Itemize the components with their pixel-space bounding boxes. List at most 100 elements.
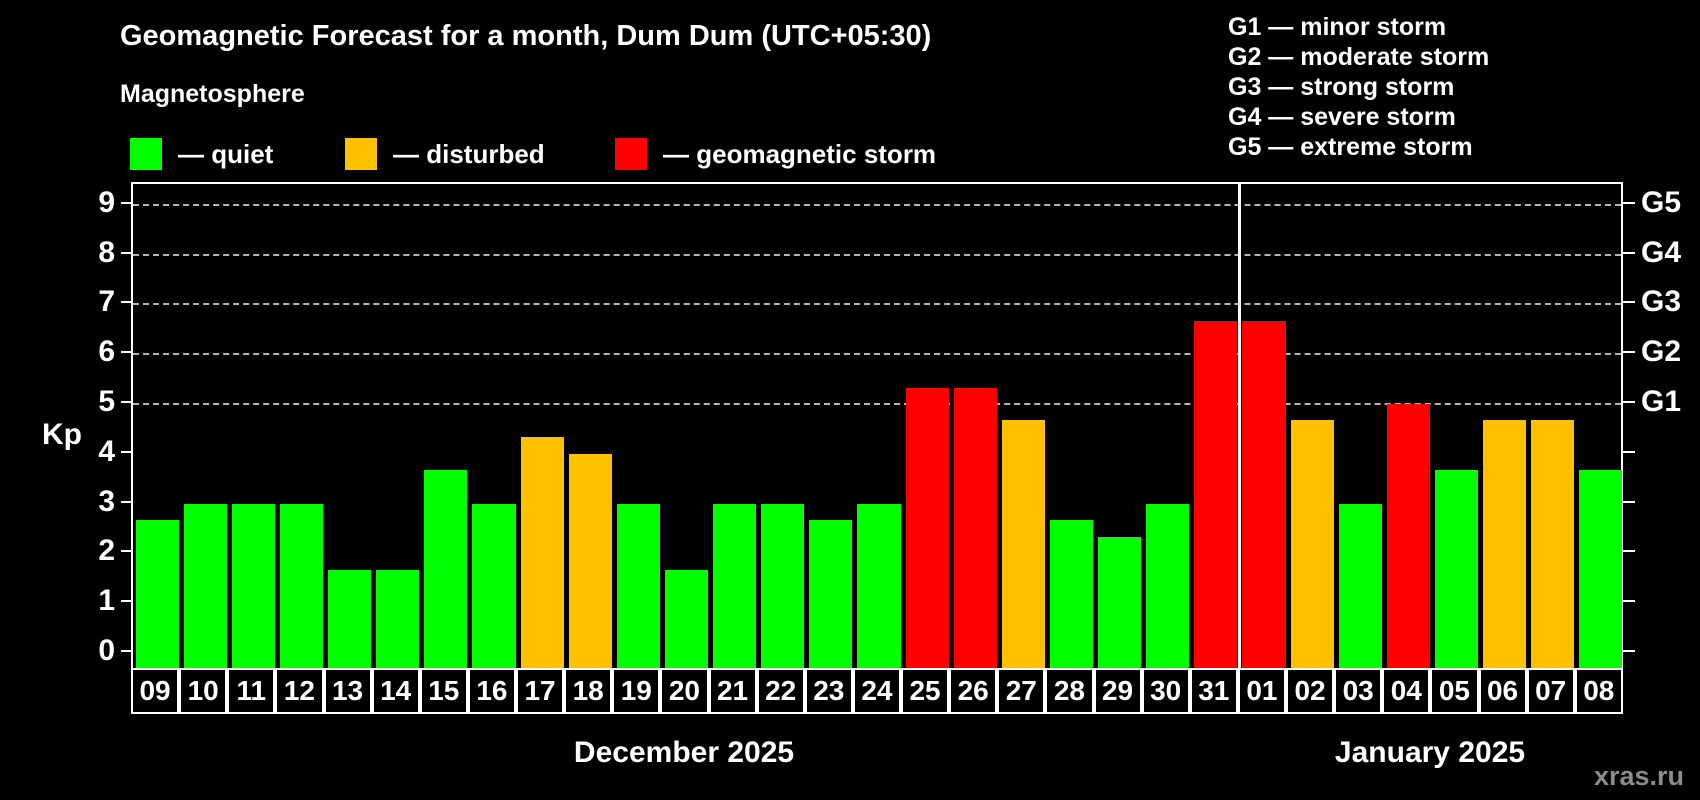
kp-bar-day-18 [568,453,612,670]
legend-item-storm: — geomagnetic storm [615,138,936,170]
kp-bar-day-05 [1434,470,1479,670]
day-label-19: 19 [612,668,661,714]
kp-bar-day-15 [424,470,468,670]
day-label-21: 21 [708,668,757,714]
day-label-24: 24 [852,668,901,714]
left-axis-tick [121,251,131,254]
kp-bar-day-20 [664,569,709,670]
g4-legend-line: G4 — severe storm [1228,103,1456,131]
kp-bar-day-26 [953,387,997,670]
kp-bar-day-09 [135,520,179,670]
day-label-30: 30 [1141,668,1190,714]
g1-legend-line: G1 — minor storm [1228,13,1447,41]
g-scale-legend: G1 — minor storm G2 — moderate storm G3 … [1228,12,1489,162]
g-scale-label-g3: G3 [1641,285,1682,319]
month-divider-line [1238,184,1242,670]
day-label-05: 05 [1430,668,1479,714]
day-label-27: 27 [997,668,1046,714]
page-title: Geomagnetic Forecast for a month, Dum Du… [120,20,932,52]
day-label-04: 04 [1382,668,1431,714]
g-scale-label-g4: G4 [1641,235,1682,269]
left-axis-tick [121,600,131,603]
month-label-january: January 2025 [1334,736,1526,769]
legend-disturbed-label: — disturbed [393,138,545,169]
day-label-07: 07 [1526,668,1575,714]
left-axis-tick [121,550,131,553]
kp-bar-day-19 [616,503,660,670]
kp-bar-day-13 [328,569,372,670]
day-label-14: 14 [371,668,420,714]
quiet-color-swatch [130,138,162,170]
day-label-12: 12 [275,668,324,714]
disturbed-color-swatch [345,138,377,170]
kp-tick-label-9: 9 [98,185,115,219]
g2-legend-line: G2 — moderate storm [1228,43,1490,71]
kp-bar-day-17 [520,437,564,670]
day-label-16: 16 [467,668,516,714]
kp-tick-label-1: 1 [98,584,115,618]
gridline-g3 [133,303,1621,306]
legend-item-quiet: — quiet [130,138,273,170]
kp-bar-day-04 [1386,404,1430,670]
gridline-g1 [133,403,1621,405]
kp-bar-day-07 [1531,420,1575,670]
kp-bar-day-21 [713,503,757,670]
day-label-29: 29 [1093,668,1142,714]
kp-bar-day-16 [472,503,516,670]
month-label-december: December 2025 [573,736,795,769]
x-axis-day-labels: 09 10 11 12 13 14 15 16 17 18 19 20 21 22 23 24 25 26 27 28… [131,668,1623,714]
kp-tick-label-0: 0 [98,634,115,667]
kp-tick-label-2: 2 [98,534,115,568]
right-axis-tick [1623,351,1635,354]
kp-tick-label-7: 7 [98,285,115,319]
gridline-g5 [133,203,1621,206]
plot-area [131,182,1623,670]
g-scale-label-g5: G5 [1641,185,1682,219]
left-axis-tick [121,301,131,304]
day-label-26: 26 [949,668,998,714]
day-label-18: 18 [564,668,613,714]
kp-bar-day-14 [376,569,420,670]
day-label-03: 03 [1334,668,1383,714]
day-label-20: 20 [660,668,709,714]
y-axis-title: Kp [42,418,82,451]
kp-tick-label-6: 6 [98,335,115,369]
kp-bar-day-12 [279,503,323,670]
kp-bar-day-11 [231,503,275,670]
day-label-02: 02 [1286,668,1335,714]
day-label-28: 28 [1045,668,1094,714]
legend-storm-label: — geomagnetic storm [663,138,937,169]
watermark: xras.ru [1593,761,1684,791]
kp-bar-day-30 [1146,503,1190,670]
day-label-06: 06 [1478,668,1527,714]
day-label-25: 25 [901,668,950,714]
day-label-15: 15 [419,668,468,714]
legend-quiet-label: — quiet [178,138,274,169]
day-label-09: 09 [131,668,180,714]
legend-item-disturbed: — disturbed [345,138,545,170]
kp-bar-day-01 [1242,320,1286,670]
right-axis-tick [1623,301,1635,304]
kp-bar-day-08 [1579,470,1623,670]
kp-bar-day-29 [1098,536,1142,670]
gridline-g2 [133,353,1621,356]
left-axis-tick [121,500,131,503]
left-axis-tick [121,201,131,204]
kp-bar-day-22 [761,503,805,670]
right-axis-tick [1623,600,1635,603]
day-label-22: 22 [756,668,805,714]
left-axis-tick [121,401,131,403]
day-label-17: 17 [516,668,565,714]
kp-bar-day-31 [1194,320,1238,670]
g5-legend-line: G5 — extreme storm [1228,133,1473,161]
kp-bar-day-03 [1338,503,1382,670]
left-axis-tick [121,351,131,354]
day-label-23: 23 [804,668,853,714]
right-axis-tick [1623,500,1635,503]
g3-legend-line: G3 — strong storm [1228,73,1455,101]
kp-bar-day-25 [905,387,949,670]
g-scale-label-g2: G2 [1641,335,1682,369]
kp-bar-day-06 [1483,420,1527,670]
gridline-g4 [133,253,1621,256]
